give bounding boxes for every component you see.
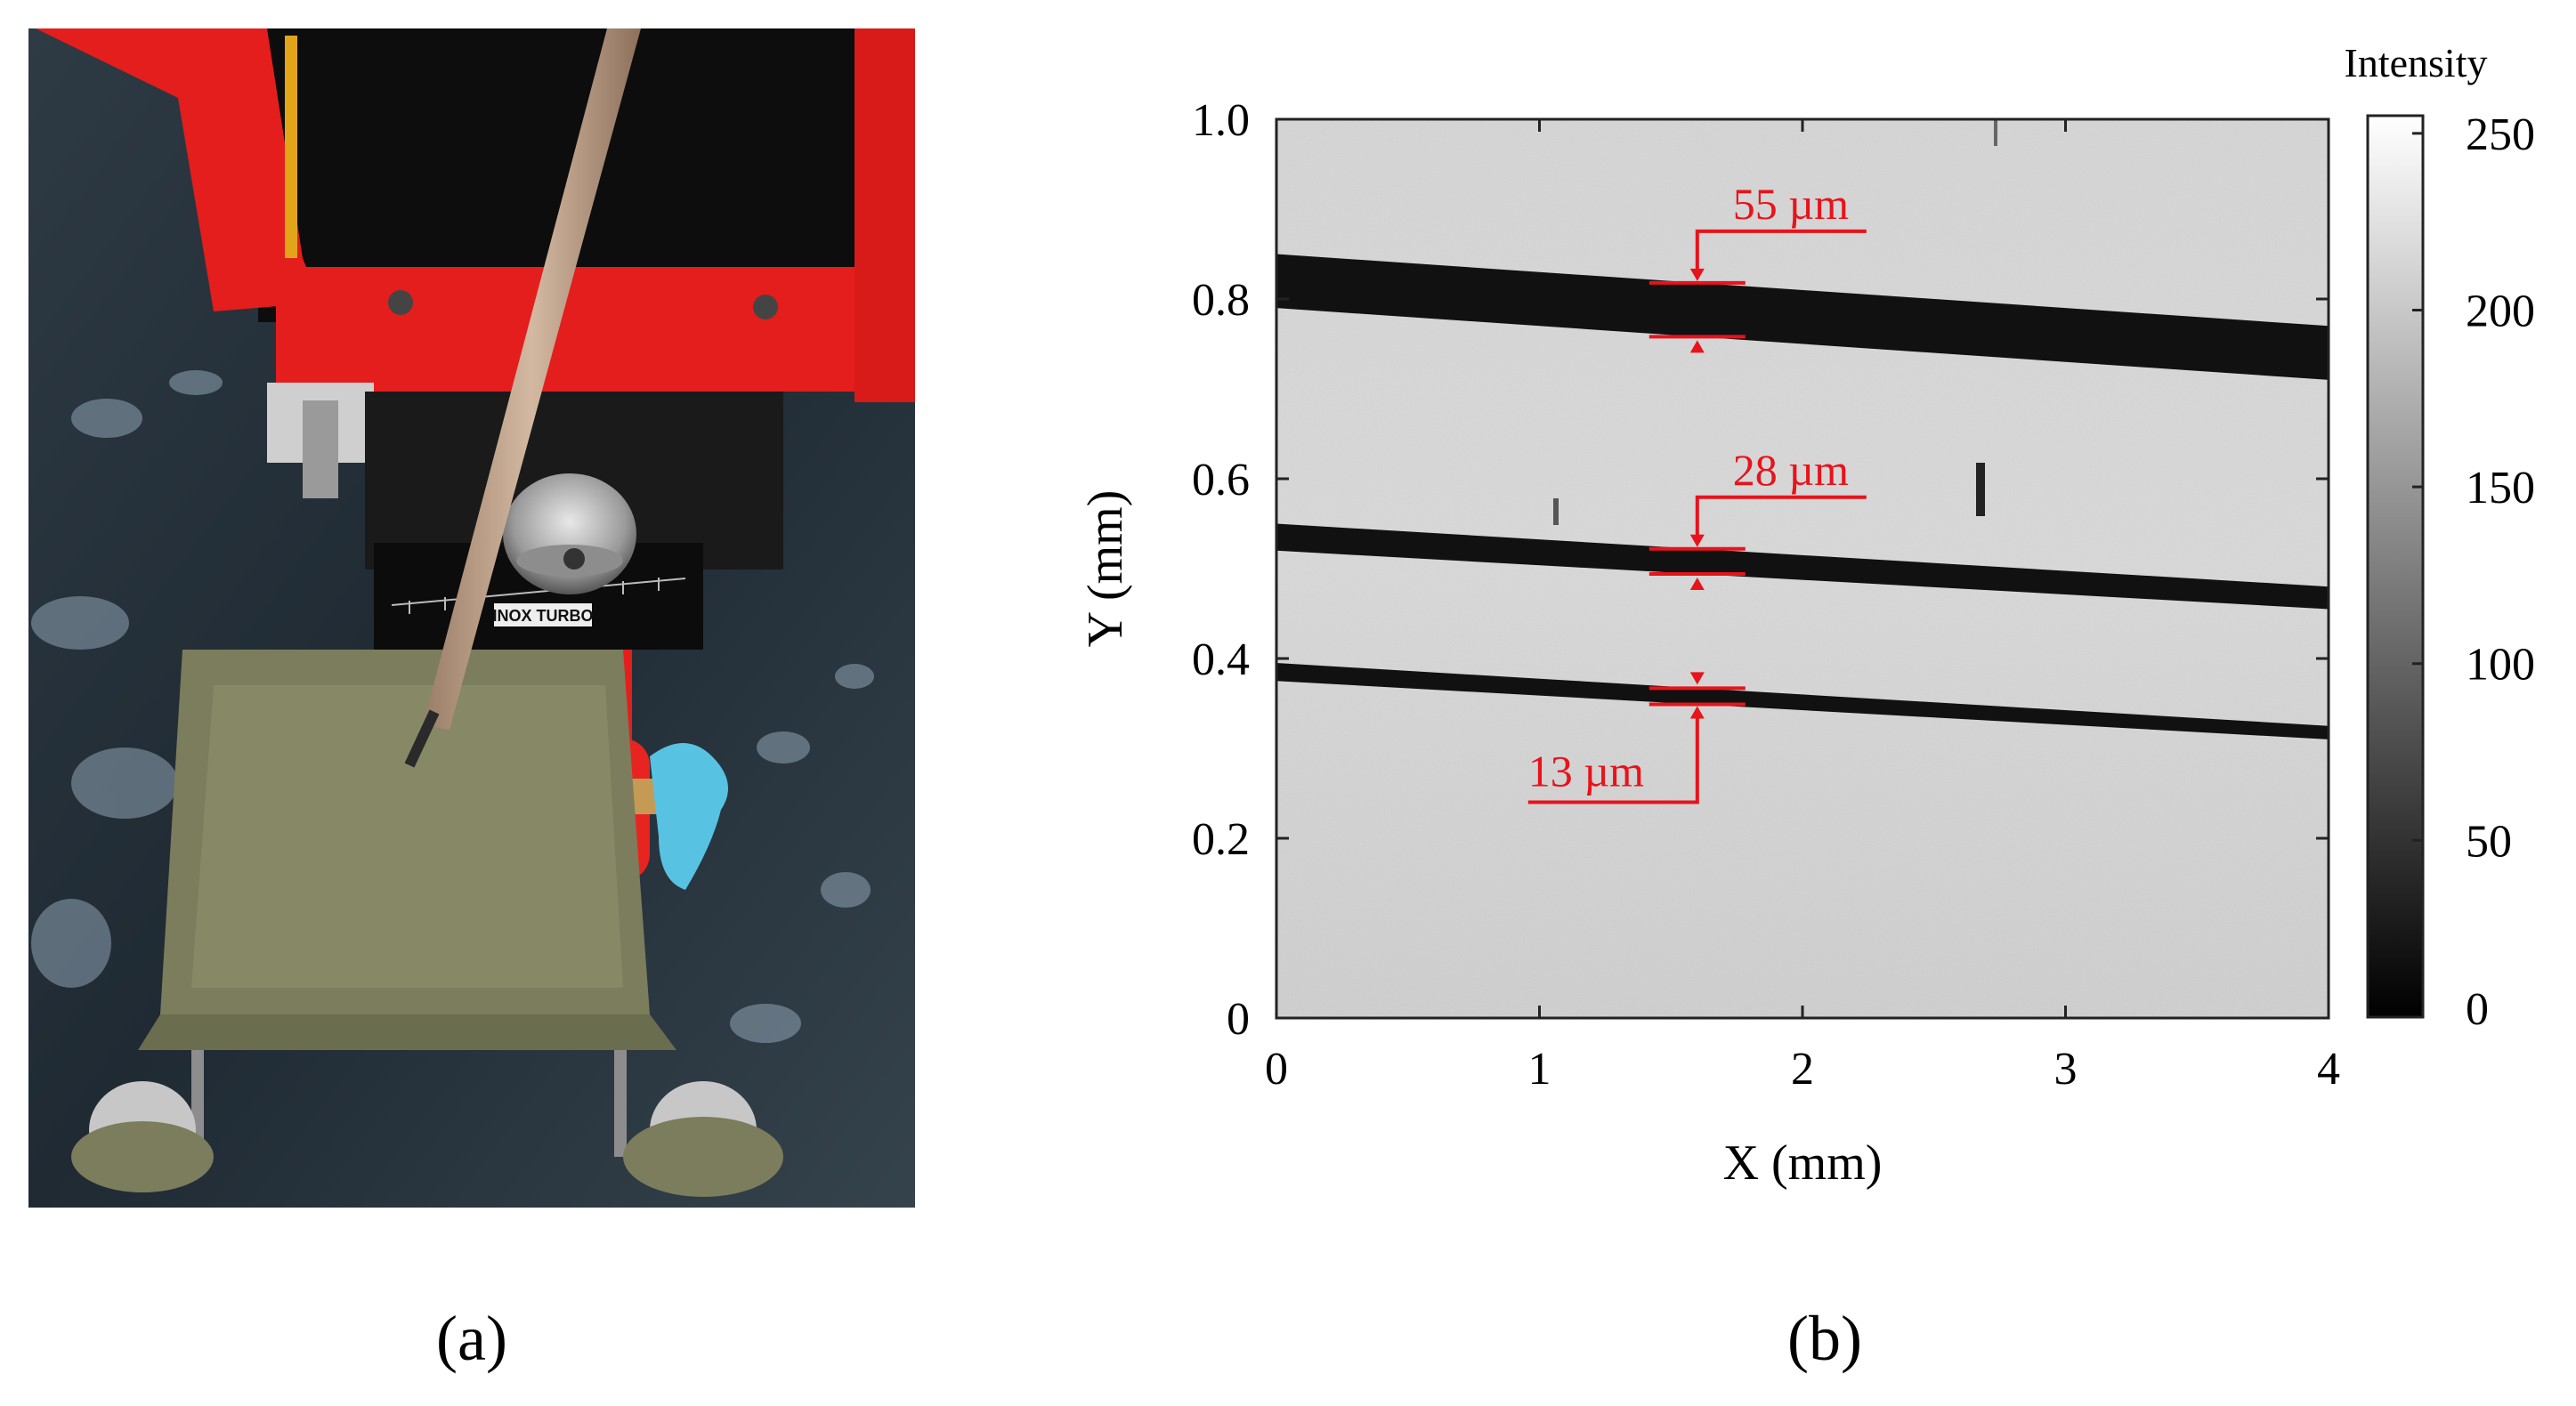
colorbar-title: Intensity	[2345, 40, 2488, 85]
annotation-layer: 55 µm 28 µm 13 µm	[1527, 179, 1867, 804]
groove-layer	[1276, 254, 2329, 739]
groove-band	[1276, 663, 2329, 739]
x-axis-label: X (mm)	[1723, 1135, 1883, 1191]
x-tick-label: 0	[1265, 1044, 1288, 1095]
colorbar-ticks: 250 200 150 100 50 0	[2412, 109, 2535, 1035]
arrow-head	[1689, 672, 1705, 685]
width-annotation-label: 13 µm	[1528, 747, 1644, 796]
y-tick-label: 0.8	[1192, 275, 1250, 326]
colorbar-tick-label: 100	[2466, 640, 2535, 691]
arrow-head	[1689, 534, 1705, 547]
y-tick-label: 0.6	[1192, 455, 1250, 505]
annotation-leader	[1527, 716, 1699, 804]
caption-b: (b)	[1787, 1303, 1862, 1374]
x-tick-label: 4	[2317, 1044, 2340, 1095]
caption-a: (a)	[436, 1303, 507, 1374]
colorbar-tick-label: 50	[2466, 816, 2512, 867]
groove-band	[1276, 254, 2329, 380]
y-tick-label: 0	[1227, 994, 1250, 1045]
x-tick-label: 2	[1791, 1044, 1814, 1095]
width-annotation-label: 55 µm	[1733, 179, 1849, 229]
heatmap-panel-b: 0 1 2 3 4 0 0.2 0.4 0.6 0.8 1.0 X (mm) Y (mm) 55 …	[1078, 40, 2535, 1191]
x-tick-label: 1	[1528, 1044, 1551, 1095]
x-axis: 0 1 2 3 4	[1265, 119, 2340, 1095]
colorbar-tick-label: 150	[2466, 463, 2535, 513]
colorbar	[2366, 114, 2425, 1019]
arrow-head	[1689, 268, 1705, 281]
colorbar-tick-label: 250	[2466, 109, 2535, 160]
plate-label: INOX TURBO	[492, 607, 593, 625]
defect-mark	[1976, 463, 1985, 516]
colorbar-tick-label: 0	[2466, 984, 2489, 1035]
annotation-leader	[1695, 229, 1867, 271]
groove-band	[1276, 523, 2329, 610]
y-axis-label: Y (mm)	[1078, 490, 1133, 648]
defect-mark	[1553, 498, 1559, 525]
annotation-leader	[1695, 495, 1867, 537]
arrow-head	[1689, 578, 1705, 591]
y-tick-label: 1.0	[1192, 95, 1250, 146]
photo-panel-a: INOX TURBO	[28, 28, 915, 1208]
arrow-head	[1689, 340, 1705, 353]
colorbar-tick-label: 200	[2466, 286, 2535, 336]
defect-mark	[1994, 119, 1997, 146]
y-tick-label: 0.4	[1192, 634, 1250, 685]
x-tick-label: 3	[2054, 1044, 2078, 1095]
y-tick-label: 0.2	[1192, 814, 1250, 865]
arrow-head	[1689, 706, 1705, 719]
width-annotation-label: 28 µm	[1733, 445, 1849, 495]
y-axis: 0 0.2 0.4 0.6 0.8 1.0	[1192, 95, 2329, 1045]
